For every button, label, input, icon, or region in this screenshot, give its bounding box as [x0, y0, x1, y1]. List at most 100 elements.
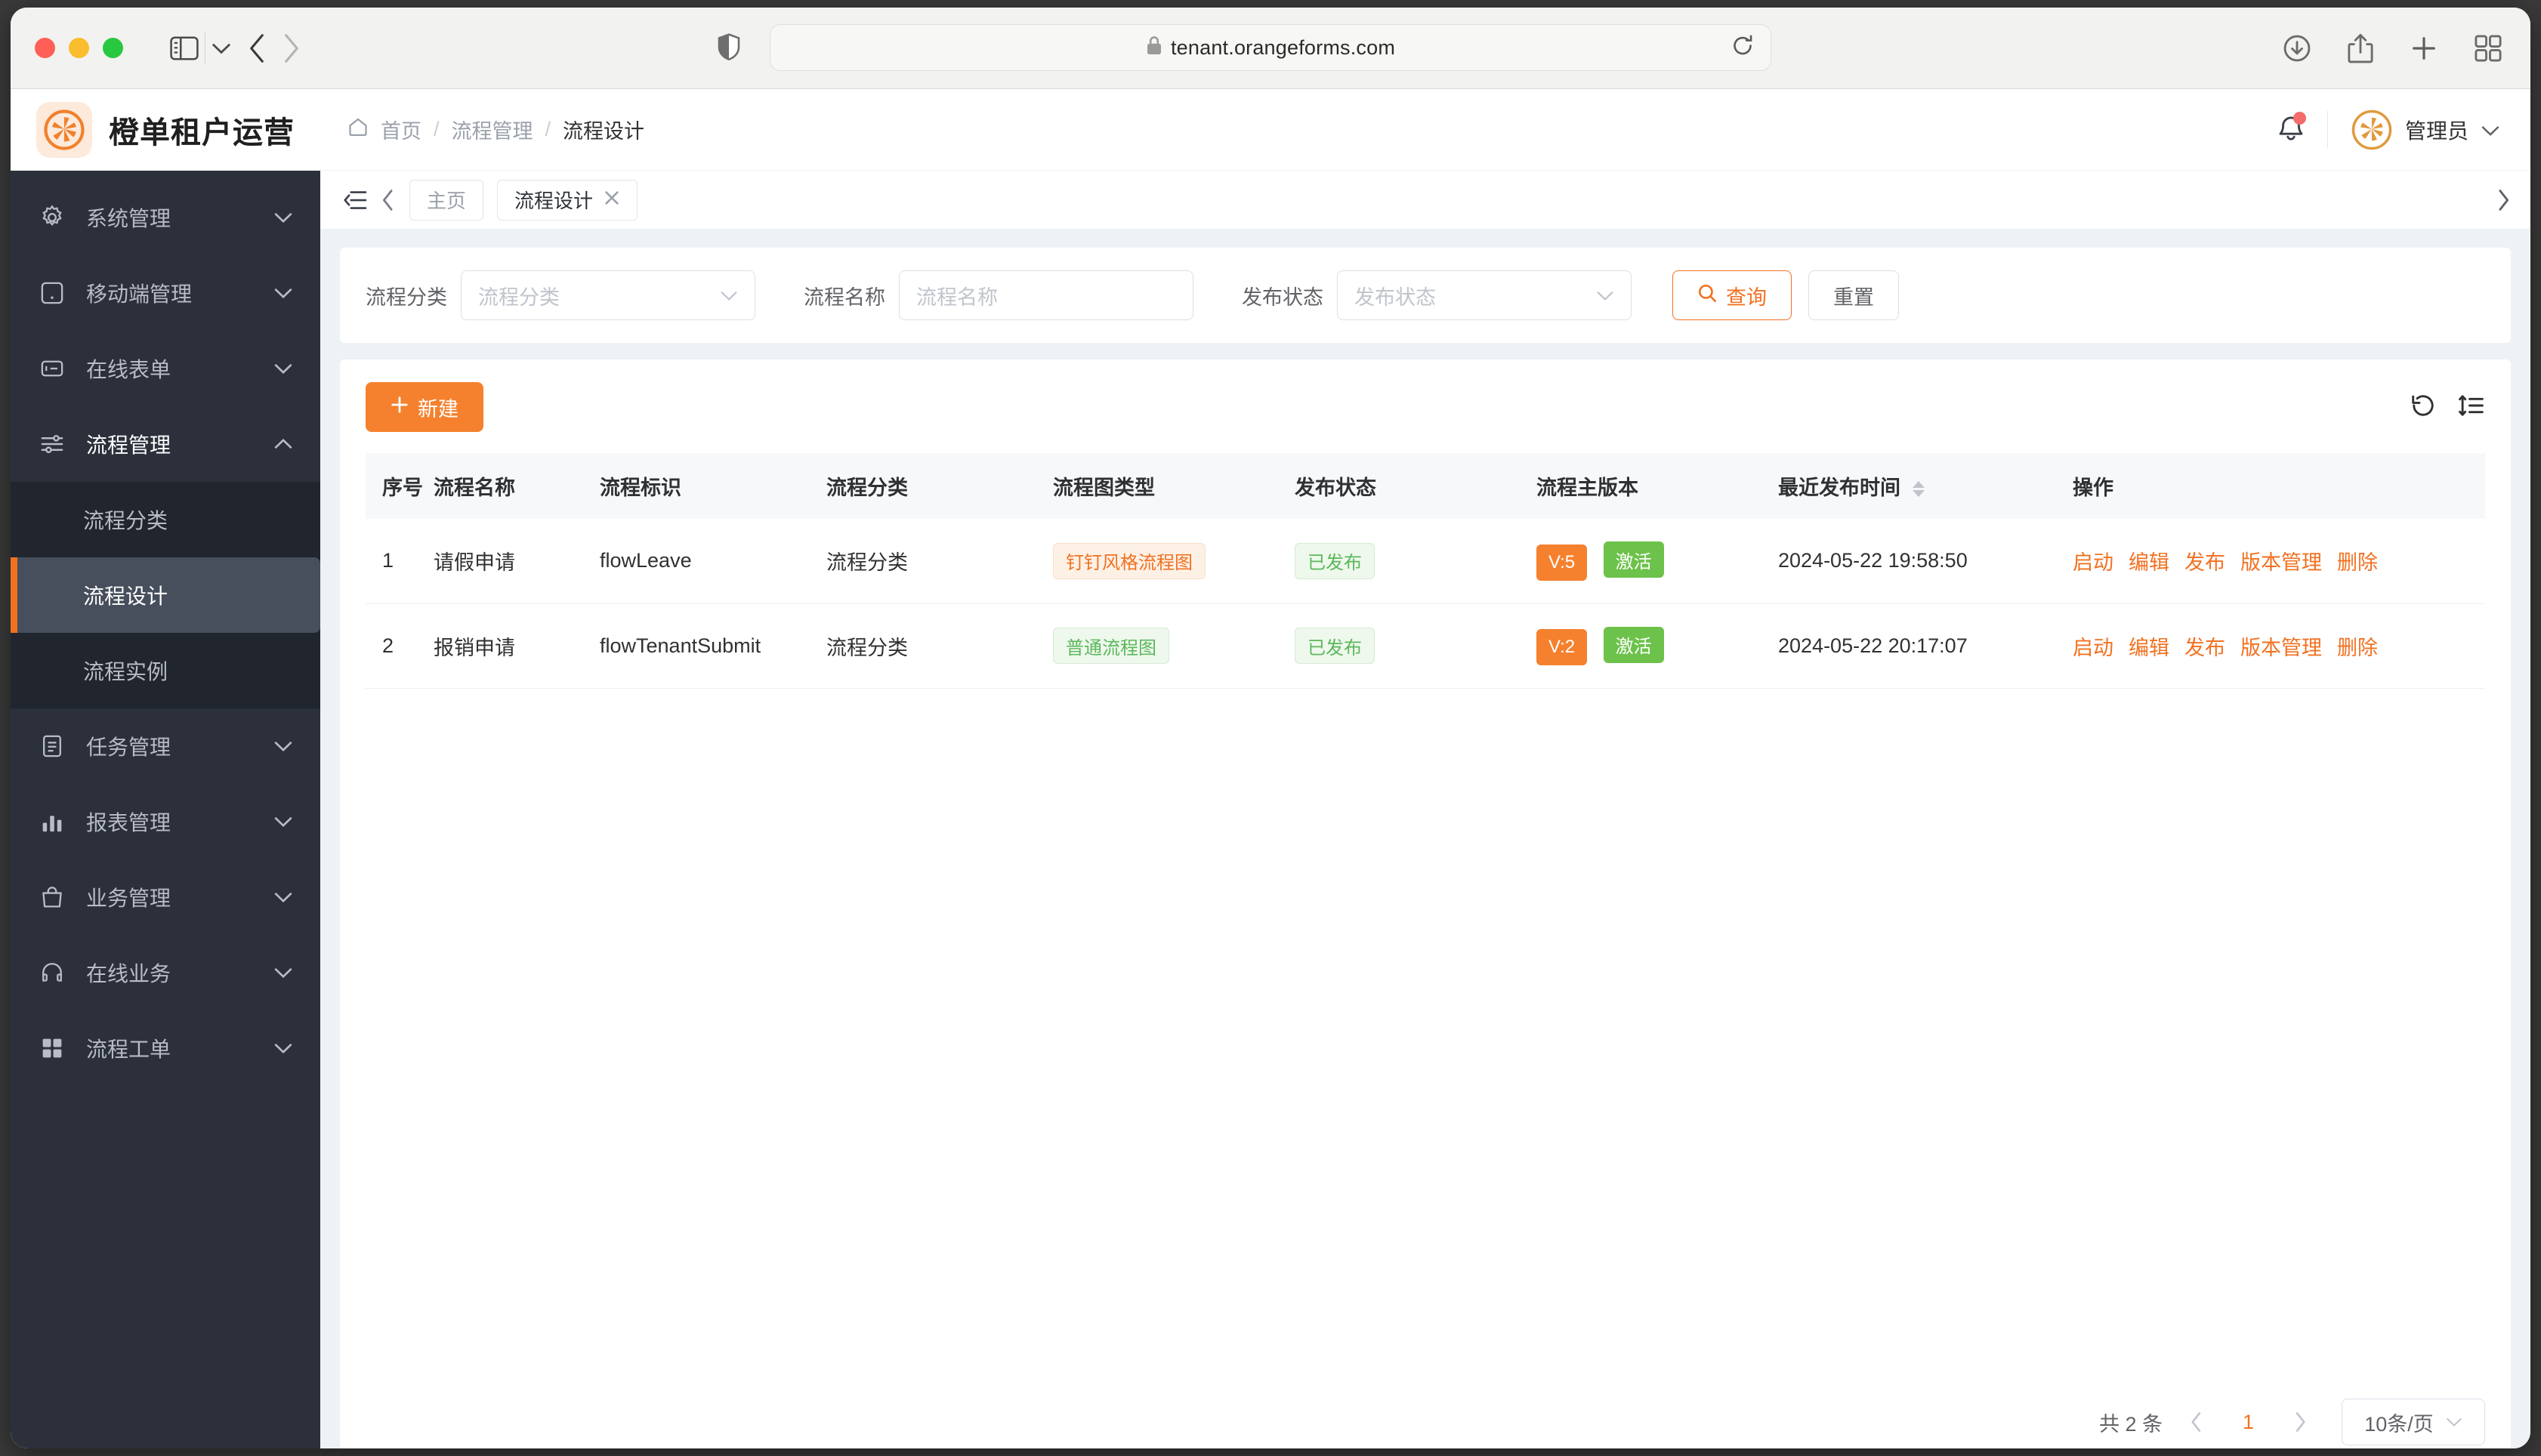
pagination-page-1[interactable]: 1	[2242, 1410, 2254, 1433]
sort-carets-icon[interactable]	[1912, 481, 1925, 498]
filter-label-name: 流程名称	[804, 285, 885, 309]
pagination-next-button[interactable]	[2286, 1411, 2314, 1433]
filter-field-status: 发布状态 发布状态	[1242, 270, 1632, 320]
tab-home[interactable]: 主页	[409, 179, 484, 221]
address-bar-container: tenant.orangeforms.com	[770, 24, 1771, 71]
address-bar[interactable]: tenant.orangeforms.com	[770, 24, 1771, 71]
refresh-icon[interactable]	[2410, 392, 2437, 423]
table-row[interactable]: 2 报销申请 flowTenantSubmit 流程分类 普通流程图 已发布	[366, 603, 2485, 689]
sidebar-item-mobile-management[interactable]: 移动端管理	[11, 255, 320, 331]
share-icon[interactable]	[2348, 33, 2373, 63]
download-icon[interactable]	[2283, 34, 2311, 63]
sidebar-item-label: 任务管理	[86, 736, 171, 759]
sidebar-item-process-worksheet[interactable]: 流程工单	[11, 1010, 320, 1086]
url-text-group: tenant.orangeforms.com	[1146, 35, 1395, 60]
cell-publish-status: 已发布	[1295, 603, 1536, 689]
breadcrumb: 首页 / 流程管理 / 流程设计	[347, 115, 644, 144]
sidebar-toggle-icon[interactable]	[170, 35, 199, 60]
op-start-link[interactable]: 启动	[2073, 551, 2113, 575]
navigation-arrows	[248, 33, 301, 63]
reset-button-label: 重置	[1833, 285, 1874, 309]
lock-icon	[1146, 35, 1162, 60]
main-column: 首页 / 流程管理 / 流程设计	[320, 89, 2530, 1448]
sidebar-item-task-management[interactable]: 任务管理	[11, 708, 320, 784]
reset-button[interactable]: 重置	[1808, 270, 1899, 320]
op-delete-link[interactable]: 删除	[2337, 636, 2378, 659]
sidebar-item-report-management[interactable]: 报表管理	[11, 784, 320, 859]
table-row[interactable]: 1 请假申请 flowLeave 流程分类 钉钉风格流程图 已发布	[366, 519, 2485, 604]
grid-icon	[39, 1035, 74, 1061]
diagram-type-tag: 钉钉风格流程图	[1053, 542, 1206, 579]
back-arrow-icon[interactable]	[248, 33, 266, 63]
row-density-icon[interactable]	[2458, 392, 2485, 423]
collapse-menu-icon[interactable]	[343, 190, 367, 211]
sidebar-item-label: 在线业务	[86, 962, 171, 986]
search-icon	[1697, 283, 1717, 308]
column-main-version: 流程主版本	[1536, 453, 1778, 519]
op-delete-link[interactable]: 删除	[2337, 551, 2378, 575]
op-publish-link[interactable]: 发布	[2184, 636, 2225, 659]
cell-name: 报销申请	[434, 603, 600, 689]
privacy-shield-icon[interactable]	[718, 33, 740, 64]
breadcrumb-item-home[interactable]: 首页	[381, 120, 421, 143]
maximize-window-button[interactable]	[103, 38, 123, 58]
column-key: 流程标识	[600, 453, 826, 519]
caret-up-icon[interactable]	[1912, 481, 1925, 489]
sidebar-item-business-management[interactable]: 业务管理	[11, 859, 320, 935]
document-list-icon	[39, 733, 74, 759]
category-select[interactable]: 流程分类	[461, 270, 755, 320]
window-traffic-lights	[35, 38, 123, 58]
chevron-down-icon	[2481, 118, 2500, 142]
mobile-icon	[39, 280, 74, 306]
sidebar-subitem-process-category[interactable]: 流程分类	[11, 482, 320, 557]
orange-slice-avatar-icon	[2351, 109, 2393, 151]
op-version-management-link[interactable]: 版本管理	[2240, 551, 2322, 575]
op-version-management-link[interactable]: 版本管理	[2240, 636, 2322, 659]
caret-down-icon[interactable]	[1912, 490, 1925, 498]
cell-main-version: V:5 激活	[1536, 519, 1778, 604]
filter-field-name: 流程名称 流程名称	[804, 270, 1193, 320]
forward-arrow-icon[interactable]	[283, 33, 301, 63]
breadcrumb-item-process-management[interactable]: 流程管理	[451, 120, 533, 143]
notifications-button[interactable]	[2277, 112, 2306, 146]
chevron-down-icon[interactable]	[211, 42, 231, 55]
op-edit-link[interactable]: 编辑	[2129, 636, 2169, 659]
sidebar-item-process-management[interactable]: 流程管理	[11, 406, 320, 482]
chevron-right-icon[interactable]	[2496, 189, 2511, 211]
chevron-down-icon	[273, 1042, 293, 1054]
column-publish-time[interactable]: 最近发布时间	[1778, 453, 2073, 519]
op-publish-link[interactable]: 发布	[2184, 551, 2225, 575]
plus-icon[interactable]	[2410, 34, 2438, 63]
sidebar-subitem-process-design[interactable]: 流程设计	[11, 557, 320, 633]
create-button[interactable]: 新建	[366, 382, 483, 432]
name-input[interactable]: 流程名称	[899, 270, 1193, 320]
table-header: 序号 流程名称 流程标识 流程分类 流程图类型 发布状态 流程主版本 最近发布时…	[366, 453, 2485, 519]
sidebar-subitem-process-instance[interactable]: 流程实例	[11, 633, 320, 708]
close-icon[interactable]	[604, 188, 620, 211]
page-size-select[interactable]: 10条/页	[2342, 1399, 2485, 1445]
sidebar-item-system-management[interactable]: 系统管理	[11, 180, 320, 255]
tab-process-design[interactable]: 流程设计	[497, 179, 638, 221]
tab-overview-icon[interactable]	[2475, 34, 2502, 62]
cell-key: flowTenantSubmit	[600, 603, 826, 689]
user-menu[interactable]: 管理员	[2351, 109, 2500, 151]
pagination-prev-button[interactable]	[2182, 1411, 2211, 1433]
filter-label-status: 发布状态	[1242, 285, 1323, 309]
status-select[interactable]: 发布状态	[1337, 270, 1632, 320]
column-publish-status: 发布状态	[1295, 453, 1536, 519]
sidebar-item-online-business[interactable]: 在线业务	[11, 935, 320, 1010]
chevron-down-icon	[273, 287, 293, 299]
reload-icon[interactable]	[1731, 35, 1754, 61]
column-index: 序号	[366, 453, 434, 519]
cell-main-version: V:2 激活	[1536, 603, 1778, 689]
status-select-value: 发布状态	[1354, 285, 1436, 309]
minimize-window-button[interactable]	[69, 38, 89, 58]
close-window-button[interactable]	[35, 38, 55, 58]
op-edit-link[interactable]: 编辑	[2129, 551, 2169, 575]
column-category: 流程分类	[826, 453, 1053, 519]
chevron-left-icon[interactable]	[381, 189, 396, 211]
query-button[interactable]: 查询	[1672, 270, 1792, 320]
sidebar-item-online-form[interactable]: 在线表单	[11, 331, 320, 406]
breadcrumb-separator: /	[434, 118, 440, 140]
op-start-link[interactable]: 启动	[2073, 636, 2113, 659]
